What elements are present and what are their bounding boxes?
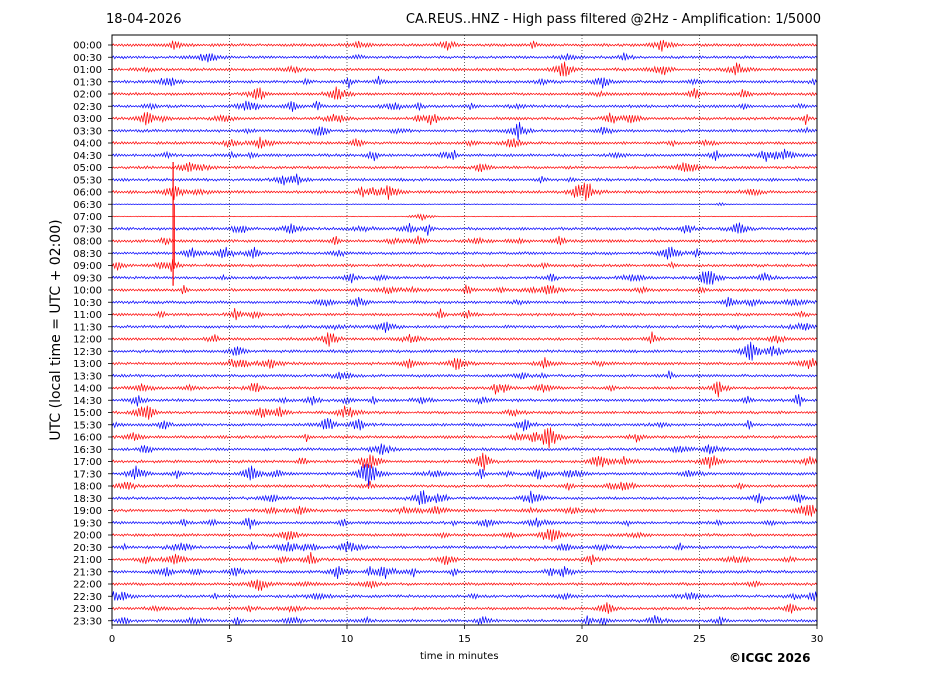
y-tick-label: 11:30 bbox=[73, 322, 102, 333]
y-tick-label: 08:30 bbox=[73, 249, 102, 260]
y-tick-label: 00:00 bbox=[73, 41, 102, 52]
y-tick-label: 21:30 bbox=[73, 567, 102, 578]
y-tick-label: 15:00 bbox=[73, 408, 102, 419]
y-tick-label: 19:30 bbox=[73, 518, 102, 529]
y-tick-label: 19:00 bbox=[73, 506, 102, 517]
trace-0130 bbox=[111, 75, 818, 89]
date-label: 18-04-2026 bbox=[106, 12, 182, 27]
trace-1900 bbox=[111, 504, 818, 517]
y-tick-label: 16:00 bbox=[73, 433, 102, 444]
trace-2200 bbox=[111, 579, 818, 591]
y-tick-label: 09:30 bbox=[73, 273, 102, 284]
x-tick-label: 10 bbox=[341, 634, 354, 645]
y-tick-label: 23:30 bbox=[73, 616, 102, 627]
y-tick-label: 12:30 bbox=[73, 347, 102, 358]
trace-0200 bbox=[111, 86, 818, 100]
y-tick-label: 13:30 bbox=[73, 371, 102, 382]
trace-2030 bbox=[111, 541, 818, 553]
y-tick-label: 06:30 bbox=[73, 200, 102, 211]
y-tick-label: 13:00 bbox=[73, 359, 102, 370]
trace-0700 bbox=[111, 213, 818, 221]
y-tick-label: 20:00 bbox=[73, 531, 102, 542]
trace-2000 bbox=[111, 529, 818, 542]
trace-2230 bbox=[111, 591, 818, 602]
y-tick-label: 04:00 bbox=[73, 139, 102, 150]
y-tick-label: 15:30 bbox=[73, 420, 102, 431]
x-tick-label: 20 bbox=[576, 634, 589, 645]
trace-0030 bbox=[111, 52, 818, 63]
y-tick-label: 22:00 bbox=[73, 580, 102, 591]
trace-1630 bbox=[111, 443, 818, 455]
y-tick-label: 14:30 bbox=[73, 396, 102, 407]
y-tick-label: 07:30 bbox=[73, 224, 102, 235]
trace-0430 bbox=[111, 148, 818, 162]
y-tick-label: 16:30 bbox=[73, 445, 102, 456]
trace-0800 bbox=[111, 235, 818, 246]
plot-frame bbox=[111, 34, 818, 626]
y-tick-label: 02:30 bbox=[73, 102, 102, 113]
y-tick-label: 05:30 bbox=[73, 175, 102, 186]
y-tick-label: 03:30 bbox=[73, 126, 102, 137]
y-tick-label: 00:30 bbox=[73, 53, 102, 64]
x-tick-label: 15 bbox=[458, 634, 471, 645]
y-tick-label: 11:00 bbox=[73, 310, 102, 321]
x-tick-label: 5 bbox=[226, 634, 232, 645]
y-tick-label: 18:30 bbox=[73, 494, 102, 505]
trace-1330 bbox=[111, 370, 818, 380]
trace-1930 bbox=[111, 517, 818, 530]
chart-title: CA.REUS..HNZ - High pass filtered @2Hz -… bbox=[405, 12, 821, 27]
trace-0630 bbox=[111, 202, 818, 207]
x-axis-label: time in minutes bbox=[420, 651, 499, 662]
x-tick-label: 0 bbox=[109, 634, 115, 645]
y-tick-label: 17:30 bbox=[73, 469, 102, 480]
y-tick-label: 01:30 bbox=[73, 77, 102, 88]
y-tick-label: 09:00 bbox=[73, 261, 102, 272]
y-tick-label: 07:00 bbox=[73, 212, 102, 223]
y-tick-label: 04:30 bbox=[73, 151, 102, 162]
y-tick-label: 08:00 bbox=[73, 237, 102, 248]
y-tick-label: 20:30 bbox=[73, 543, 102, 554]
x-tick-label: 25 bbox=[693, 634, 706, 645]
x-tick-label: 30 bbox=[811, 634, 824, 645]
y-tick-label: 02:00 bbox=[73, 90, 102, 101]
y-tick-label: 01:00 bbox=[73, 65, 102, 76]
y-tick-label: 14:00 bbox=[73, 384, 102, 395]
y-tick-label: 05:00 bbox=[73, 163, 102, 174]
trace-0100 bbox=[111, 61, 818, 77]
y-tick-label: 18:00 bbox=[73, 482, 102, 493]
y-tick-label: 10:30 bbox=[73, 298, 102, 309]
y-tick-label: 17:00 bbox=[73, 457, 102, 468]
trace-0930 bbox=[111, 270, 818, 285]
y-tick-label: 06:00 bbox=[73, 188, 102, 199]
trace-0730 bbox=[111, 222, 818, 236]
y-tick-label: 10:00 bbox=[73, 286, 102, 297]
y-tick-label: 22:30 bbox=[73, 592, 102, 603]
copyright-label: ©ICGC 2026 bbox=[729, 651, 811, 665]
y-tick-label: 03:00 bbox=[73, 114, 102, 125]
y-tick-label: 12:00 bbox=[73, 335, 102, 346]
y-tick-label: 21:00 bbox=[73, 555, 102, 566]
y-tick-label: 23:00 bbox=[73, 604, 102, 615]
